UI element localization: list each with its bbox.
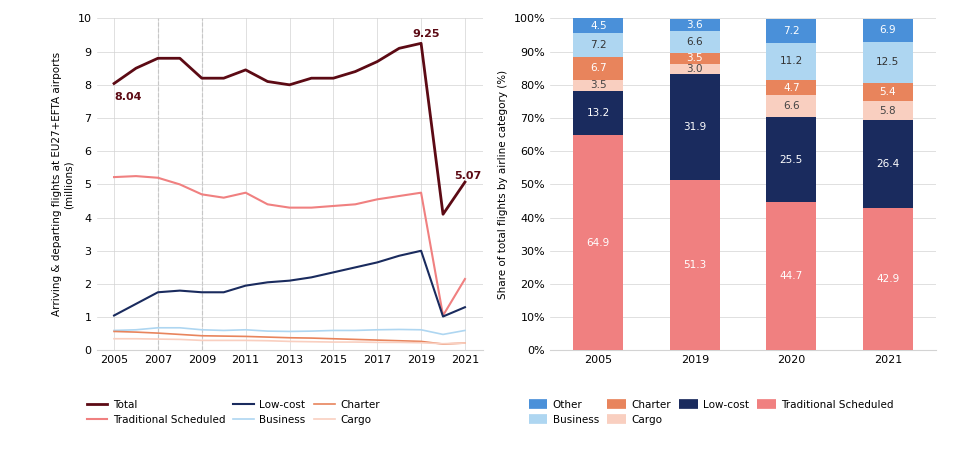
Text: 6.7: 6.7 [590, 64, 607, 73]
Text: 5.8: 5.8 [879, 106, 896, 116]
Bar [766, 19, 816, 43]
Bar [573, 18, 623, 33]
Text: 3.6: 3.6 [686, 20, 703, 30]
Text: 26.4: 26.4 [876, 159, 899, 169]
Text: 42.9: 42.9 [876, 274, 899, 284]
Text: 5.07: 5.07 [454, 171, 482, 182]
Text: 51.3: 51.3 [683, 260, 706, 270]
Bar [670, 53, 720, 64]
Bar [863, 41, 913, 83]
Bar [766, 118, 816, 202]
Text: 13.2: 13.2 [587, 108, 610, 118]
Bar [766, 202, 816, 350]
Bar [670, 64, 720, 74]
Bar [573, 57, 623, 79]
Text: 4.5: 4.5 [590, 21, 607, 31]
Bar [670, 31, 720, 53]
Text: 7.2: 7.2 [783, 26, 800, 35]
Text: 25.5: 25.5 [780, 155, 803, 165]
Bar [863, 83, 913, 101]
Bar [670, 180, 720, 350]
Legend: Other, Business, Charter, Cargo, Low-cost, Traditional Scheduled: Other, Business, Charter, Cargo, Low-cos… [524, 396, 897, 429]
Text: 4.7: 4.7 [783, 83, 800, 93]
Text: 44.7: 44.7 [780, 271, 803, 281]
Y-axis label: Arriving & departing flights at EU27+EFTA airports
(millions): Arriving & departing flights at EU27+EFT… [52, 53, 73, 316]
Bar [573, 79, 623, 91]
Text: 64.9: 64.9 [587, 238, 610, 248]
Text: 8.04: 8.04 [114, 92, 142, 102]
Text: 6.9: 6.9 [879, 25, 896, 35]
Text: 3.0: 3.0 [686, 64, 703, 74]
Bar [670, 74, 720, 180]
Bar [863, 101, 913, 120]
Bar [766, 43, 816, 80]
Text: 31.9: 31.9 [683, 122, 706, 132]
Text: 5.4: 5.4 [879, 87, 896, 97]
Text: 9.25: 9.25 [412, 29, 440, 39]
Bar [573, 91, 623, 135]
Bar [863, 120, 913, 208]
Text: 12.5: 12.5 [876, 58, 899, 67]
Bar [670, 19, 720, 31]
Text: 6.6: 6.6 [686, 37, 703, 47]
Bar [573, 135, 623, 350]
Legend: Total, Traditional Scheduled, Low-cost, Business, Charter, Cargo: Total, Traditional Scheduled, Low-cost, … [82, 396, 384, 429]
Text: 3.5: 3.5 [590, 80, 607, 90]
Text: 11.2: 11.2 [780, 56, 803, 66]
Text: 3.5: 3.5 [686, 53, 703, 64]
Bar [863, 208, 913, 350]
Text: 6.6: 6.6 [783, 101, 800, 112]
Bar [766, 80, 816, 95]
Y-axis label: Share of total flights by airline category (%): Share of total flights by airline catego… [498, 70, 508, 299]
Bar [766, 95, 816, 118]
Bar [863, 19, 913, 41]
Text: 7.2: 7.2 [590, 40, 607, 50]
Bar [573, 33, 623, 57]
